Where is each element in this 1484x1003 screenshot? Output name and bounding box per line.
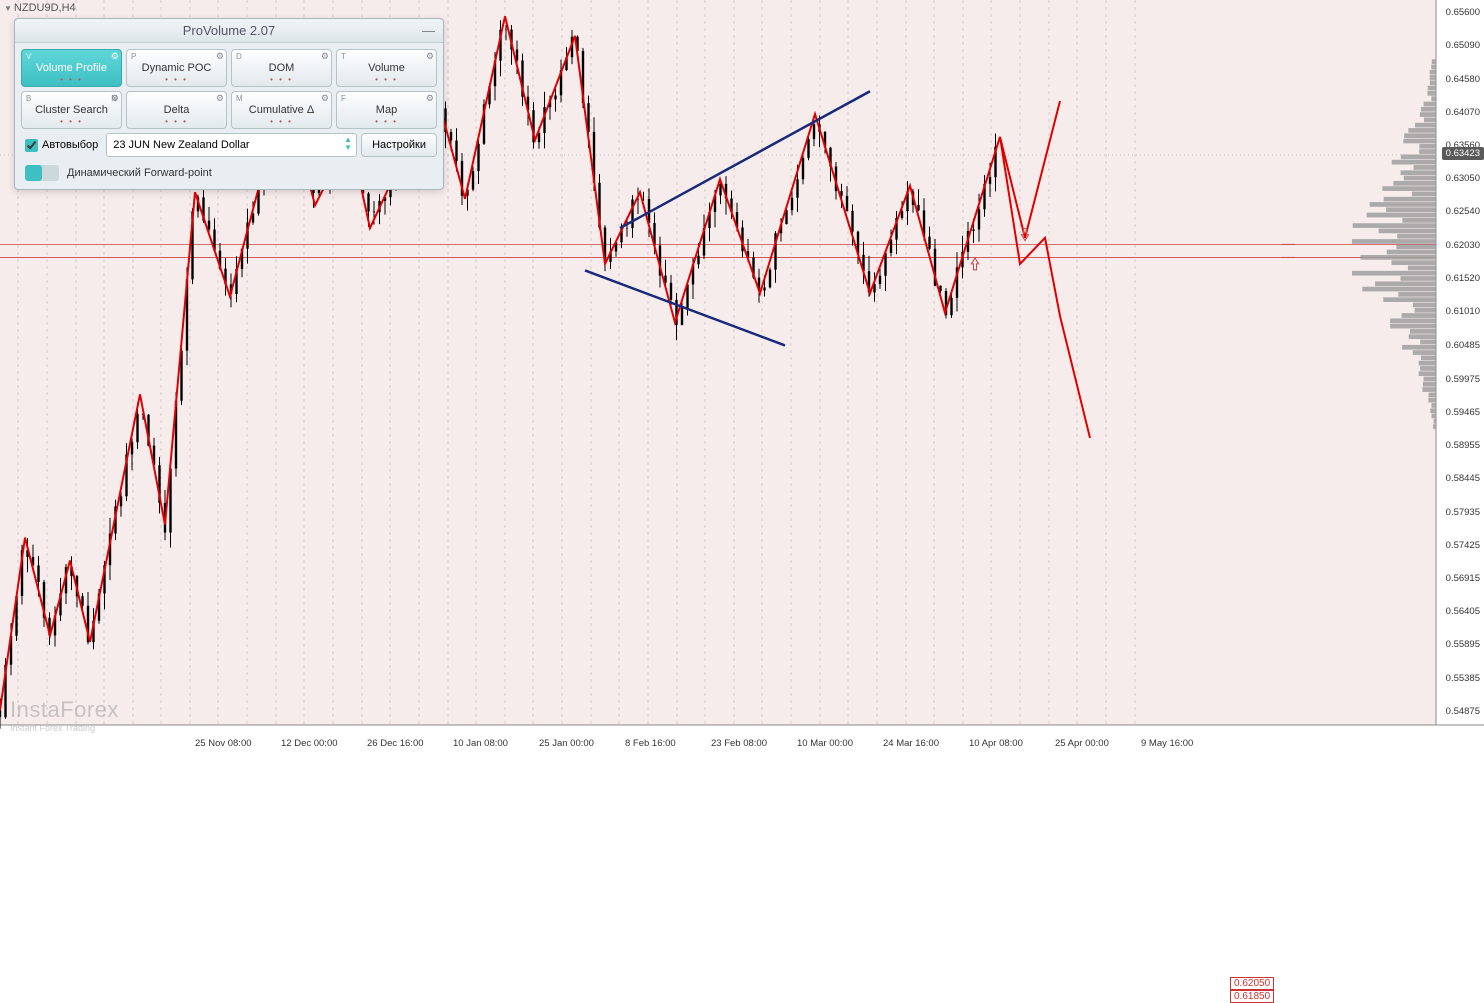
y-axis: 0.656000.650900.645800.640700.635600.630… [1436, 0, 1484, 725]
y-tick-label: 0.65090 [1446, 40, 1480, 51]
x-tick-label: 24 Mar 16:00 [883, 738, 939, 749]
x-tick-label: 26 Dec 16:00 [367, 738, 424, 749]
x-tick-label: 12 Dec 00:00 [281, 738, 338, 749]
dom-button[interactable]: D⚙DOM• • • [231, 49, 332, 87]
y-tick-label: 0.64580 [1446, 74, 1480, 85]
x-tick-label: 9 May 16:00 [1141, 738, 1193, 749]
x-tick-label: 10 Jan 08:00 [453, 738, 508, 749]
panel-body: V⚙Volume Profile• • •P⚙Dynamic POC• • •D… [15, 43, 443, 189]
map-button[interactable]: F⚙Map• • • [336, 91, 437, 129]
y-tick-label: 0.55385 [1446, 673, 1480, 684]
watermark-brand: InstaForex [10, 697, 119, 723]
y-tick-label: 0.57935 [1446, 507, 1480, 518]
button-row-1: V⚙Volume Profile• • •P⚙Dynamic POC• • •D… [21, 49, 437, 87]
y-tick-label: 0.56405 [1446, 606, 1480, 617]
y-tick-label: 0.59465 [1446, 407, 1480, 418]
button-row-2: BN⚙Cluster Search• • •⚙Delta• • •M⚙Cumul… [21, 91, 437, 129]
cumulative--button[interactable]: M⚙Cumulative Δ• • • [231, 91, 332, 129]
panel-row-forward: Динамический Forward-point [21, 163, 437, 183]
y-tick-label: 0.54875 [1446, 706, 1480, 717]
y-tick-label: 0.62540 [1446, 206, 1480, 217]
panel-header[interactable]: ProVolume 2.07 — [15, 19, 443, 43]
y-tick-label: 0.60485 [1446, 340, 1480, 351]
current-price-tag: 0.63423 [1442, 147, 1484, 160]
autoselect-checkbox[interactable] [25, 139, 38, 152]
y-tick-label: 0.64070 [1446, 107, 1480, 118]
x-tick-label: 25 Jan 00:00 [539, 738, 594, 749]
delta-button[interactable]: ⚙Delta• • • [126, 91, 227, 129]
x-tick-label: 8 Feb 16:00 [625, 738, 676, 749]
autoselect-label: Автовыбор [42, 139, 98, 151]
y-tick-label: 0.59975 [1446, 374, 1480, 385]
y-tick-label: 0.58955 [1446, 440, 1480, 451]
watermark-tag: Instant Forex Trading [10, 723, 119, 733]
x-tick-label: 23 Feb 08:00 [711, 738, 767, 749]
dynamic-poc-button[interactable]: P⚙Dynamic POC• • • [126, 49, 227, 87]
x-tick-label: 10 Mar 00:00 [797, 738, 853, 749]
level-label: 0.62050 [1230, 977, 1274, 990]
y-tick-label: 0.65600 [1446, 7, 1480, 18]
panel-title: ProVolume 2.07 [183, 23, 276, 38]
instrument-value: 23 JUN New Zealand Dollar [113, 139, 249, 151]
symbol-text: NZDU9D,H4 [14, 2, 76, 14]
panel-row-instrument: Автовыбор 23 JUN New Zealand Dollar ▲▼ Н… [21, 133, 437, 157]
y-tick-label: 0.61010 [1446, 306, 1480, 317]
symbol-label: ▼ NZDU9D,H4 [4, 2, 76, 14]
y-tick-label: 0.58445 [1446, 473, 1480, 484]
volume-profile-button[interactable]: V⚙Volume Profile• • • [21, 49, 122, 87]
forward-point-toggle[interactable] [25, 165, 59, 181]
y-tick-label: 0.57425 [1446, 540, 1480, 551]
autoselect-checkbox-wrap[interactable]: Автовыбор [21, 139, 102, 152]
x-tick-label: 25 Nov 08:00 [195, 738, 252, 749]
dropdown-triangle-icon: ▼ [4, 4, 12, 13]
volume-button[interactable]: T⚙Volume• • • [336, 49, 437, 87]
provolume-panel: ProVolume 2.07 — V⚙Volume Profile• • •P⚙… [14, 18, 444, 190]
settings-button[interactable]: Настройки [361, 133, 437, 157]
select-arrows-icon: ▲▼ [344, 136, 352, 152]
instrument-select[interactable]: 23 JUN New Zealand Dollar ▲▼ [106, 133, 357, 157]
x-tick-label: 10 Apr 08:00 [969, 738, 1023, 749]
y-tick-label: 0.62030 [1446, 240, 1480, 251]
cluster-search-button[interactable]: BN⚙Cluster Search• • • [21, 91, 122, 129]
y-tick-label: 0.63050 [1446, 173, 1480, 184]
y-tick-label: 0.55895 [1446, 639, 1480, 650]
y-tick-label: 0.56915 [1446, 573, 1480, 584]
watermark: InstaForex Instant Forex Trading [10, 697, 119, 733]
chart-container: ▼ NZDU9D,H4 0.65600 0.65090 0.64580 0.64070… [0, 0, 1484, 741]
x-tick-label: 25 Apr 00:00 [1055, 738, 1109, 749]
y-tick-label: 0.61520 [1446, 273, 1480, 284]
forward-point-label: Динамический Forward-point [67, 167, 212, 179]
level-label: 0.61850 [1230, 990, 1274, 1003]
minimize-icon[interactable]: — [422, 23, 435, 38]
